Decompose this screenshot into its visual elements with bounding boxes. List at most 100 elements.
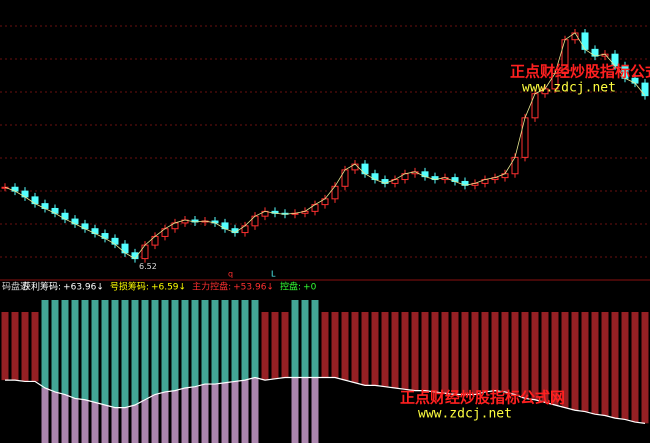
indicator-bar xyxy=(341,312,349,381)
grid xyxy=(0,25,650,258)
indicator-bar-below xyxy=(131,405,139,443)
indicator-bar xyxy=(141,300,149,400)
indicator-bar xyxy=(51,300,59,392)
indicator-bar-below xyxy=(211,384,219,443)
indicator-bar-below xyxy=(201,384,209,443)
indicator-bar xyxy=(591,312,599,415)
watermark-url: www.zdcj.net xyxy=(418,407,512,422)
watermark-title: 正点财经炒股指标公式网 xyxy=(400,389,565,407)
candle-body xyxy=(511,156,519,175)
indicator-bar xyxy=(21,312,29,382)
indicator-bar-below xyxy=(181,387,189,443)
indicator-bar xyxy=(551,312,559,406)
indicator-bar-below xyxy=(241,380,249,443)
indicator-bar xyxy=(621,312,629,420)
legend-value: +6.59↓ xyxy=(151,283,186,293)
indicator-bar-below xyxy=(111,407,119,443)
indicator-bar xyxy=(111,300,119,408)
indicator-bar xyxy=(581,312,589,412)
indicator-bar-below xyxy=(41,387,49,443)
indicator-bar-below xyxy=(101,405,109,443)
indicator-bar xyxy=(321,312,329,378)
indicator-bar xyxy=(81,300,89,400)
indicator-bar xyxy=(251,300,259,378)
indicator-bar xyxy=(391,312,399,388)
legend-value: +0 xyxy=(303,283,317,293)
candle-body xyxy=(341,169,349,187)
indicator-bar xyxy=(11,312,19,381)
indicator-bar-below xyxy=(91,402,99,443)
indicator-bar-below xyxy=(161,391,169,443)
indicator-bar-below xyxy=(51,391,59,443)
legend-name: 获利筹码: xyxy=(22,281,61,293)
indicator-bar xyxy=(41,300,49,388)
indicator-bar-below xyxy=(61,394,69,443)
indicator-bar-below xyxy=(141,399,149,443)
indicator-bar xyxy=(181,300,189,388)
indicator-bar xyxy=(61,300,69,395)
indicator-bar-below xyxy=(251,377,259,443)
indicator-bar xyxy=(421,312,429,391)
watermark-title: 正点财经炒股指标公式网 xyxy=(510,63,650,81)
legend-value: +63.96↓ xyxy=(63,283,104,293)
marker: L xyxy=(271,270,276,279)
indicator-bar xyxy=(471,312,479,395)
indicator-bar-below xyxy=(291,377,299,443)
indicator-bar xyxy=(191,300,199,387)
legend-name: 控盘: xyxy=(280,281,301,293)
indicator-bar xyxy=(91,300,99,403)
indicator-bar-below xyxy=(231,381,239,443)
indicator-bar xyxy=(171,300,179,391)
indicator-bar xyxy=(521,312,529,399)
indicator-bar-below xyxy=(191,386,199,443)
indicator-bar xyxy=(271,312,279,379)
indicator-bar xyxy=(281,312,289,378)
low-label: 6.52 xyxy=(139,262,157,271)
indicator-bar-below xyxy=(71,398,79,443)
indicator-bar xyxy=(491,312,499,391)
price-panel: 6.52 q L xyxy=(1,28,649,279)
indicator-bar xyxy=(201,300,209,385)
candle-body xyxy=(251,215,259,227)
indicator-bar-below xyxy=(301,377,309,443)
watermark-url: www.zdcj.net xyxy=(522,81,616,96)
indicator-bar xyxy=(451,312,459,395)
indicator-bar xyxy=(441,312,449,394)
indicator-bar xyxy=(511,312,519,395)
indicator-bar xyxy=(481,312,489,392)
indicator-bar xyxy=(351,312,359,383)
candle-body xyxy=(361,163,369,175)
indicator-bar xyxy=(381,312,389,387)
indicator-bar xyxy=(221,300,229,383)
indicator-bar xyxy=(431,312,439,392)
indicator-bar xyxy=(461,312,469,395)
candle-body xyxy=(641,82,649,97)
indicator-bar xyxy=(121,300,129,408)
indicator-bar xyxy=(131,300,139,406)
indicator-bar xyxy=(371,312,379,386)
indicator-bar xyxy=(611,312,619,419)
indicator-bar-below xyxy=(81,399,89,443)
indicator-bar xyxy=(601,312,609,416)
legend-name: 号损筹码: xyxy=(110,281,149,293)
indicator-bar-below xyxy=(121,407,129,443)
indicator-bar-below xyxy=(171,390,179,443)
indicator-bar xyxy=(541,312,549,403)
candle-body xyxy=(521,117,529,158)
indicator-bar xyxy=(311,300,319,378)
indicator-bar xyxy=(1,312,9,381)
indicator-bar xyxy=(211,300,219,385)
candle-body xyxy=(331,185,339,200)
indicator-bar xyxy=(401,312,409,390)
indicator-bar xyxy=(161,300,169,392)
legend-name: 主力控盘: xyxy=(192,281,231,293)
indicator-bar xyxy=(241,300,249,381)
indicator-panel xyxy=(1,300,649,443)
indicator-bar xyxy=(571,312,579,411)
indicator-bar xyxy=(631,312,639,423)
indicator-bar-below xyxy=(151,394,159,443)
indicator-bar xyxy=(361,312,369,386)
indicator-bar-below xyxy=(311,377,319,443)
